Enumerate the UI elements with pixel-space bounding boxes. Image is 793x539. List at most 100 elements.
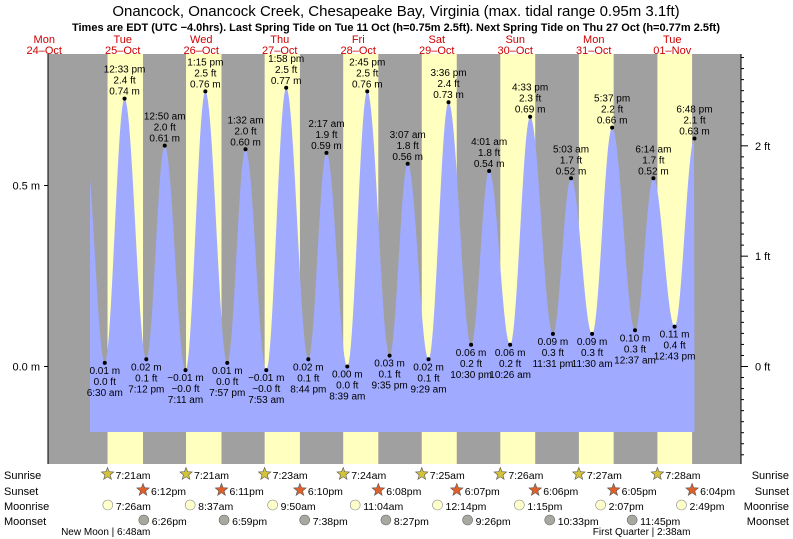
moonset-time: 8:27pm [394,516,429,528]
moonrise-time: 11:04am [363,501,403,513]
high-tide-label: 0.61 m [149,134,180,145]
y-axis-left: 0.5 m 0.0 m [12,54,49,464]
low-tide-point [633,328,638,333]
high-tide-point [610,125,615,130]
sunset-icon [528,482,543,496]
low-tide-label: 10:26 am [489,370,531,381]
low-tide-point [102,360,107,365]
day-header-dow: Sun [505,34,525,46]
high-tide-label: 2:45 pm [349,57,385,68]
low-tide-point [264,368,269,373]
high-tide-point [162,143,167,148]
low-tide-point [469,342,474,347]
sunset-time: 6:05pm [622,486,657,498]
low-tide-point [590,331,595,336]
sunset-icon [136,482,150,496]
high-tide-label: 2.2 ft [601,105,623,116]
high-tide-label: 0.60 m [230,137,261,148]
day-header-dow: Sat [428,34,445,46]
moon-phase-label: New Moon | 6:48am [61,527,150,538]
moonset-icon [626,514,638,526]
high-tide-label: 2.5 ft [356,68,378,79]
high-tide-label: 1.9 ft [315,130,337,141]
sunrise-time: 7:27am [587,470,622,482]
day-header-dow: Fri [352,34,365,46]
low-tide-label: 0.01 m [212,366,243,377]
sunrise-time: 7:23am [273,470,308,482]
sunset-time: 6:07pm [465,486,500,498]
high-tide-label: 2.1 ft [683,115,705,126]
plot-area [48,54,741,464]
sunrise-icon [257,466,272,480]
sunset-icon [685,482,700,496]
low-tide-label: 10:30 pm [450,370,492,381]
low-tide-label: 0.11 m [660,330,690,341]
day-header-dow: Tue [663,34,682,46]
low-tide-label: 0.3 ft [624,344,646,355]
sunrise-time: 7:24am [351,470,386,482]
low-tide-point [144,357,149,362]
high-tide-label: 0.52 m [556,166,587,177]
low-tide-point [426,357,431,362]
high-tide-label: 1:32 am [227,115,263,126]
high-tide-label: 3:36 pm [430,68,466,79]
low-tide-label: 0.3 ft [581,348,603,359]
sunset-time: 6:08pm [386,486,421,498]
high-tide-label: 0.52 m [638,166,669,177]
low-tide-point [306,357,311,362]
moonrise-icon [595,499,606,511]
low-tide-label: 0.1 ft [378,370,400,381]
day-header-dow: Thu [270,34,289,46]
low-tide-label: 0.09 m [538,337,569,348]
low-tide-label: 0.0 ft [336,381,358,392]
sunrise-time: 7:21am [116,470,151,482]
moonrise-time: 12:14pm [446,501,487,513]
low-tide-label: 9:29 am [410,384,446,395]
low-tide-label: 0.02 m [293,362,324,373]
moonrise-time: 9:50am [281,501,316,513]
high-tide-label: 2.4 ft [113,76,135,87]
high-tide-point [528,114,533,119]
moonset-time: 10:33pm [558,516,599,528]
low-tide-label: 0.2 ft [499,359,521,370]
sunrise-icon [414,466,429,480]
row-label-moonset-right: Moonset [747,516,789,528]
low-tide-label: 0.4 ft [663,341,685,352]
moonrise-time: 8:37am [198,501,233,513]
sunrise-icon [571,466,586,480]
low-tide-point [672,324,677,329]
row-label-sunrise-right: Sunrise [752,470,789,482]
sunrise-time: 7:25am [430,470,465,482]
moonset-time: 7:38pm [313,516,348,528]
row-label-sunrise-left: Sunrise [4,470,41,482]
low-tide-label: 0.1 ft [297,373,319,384]
high-tide-label: 2.5 ft [194,68,216,79]
moonrise-time: 2:49pm [689,501,724,513]
low-tide-label: −0.01 m [248,373,284,384]
moonset-icon [138,514,150,526]
low-tide-label: 11:30 am [572,359,613,370]
high-tide-label: 0.69 m [515,105,546,116]
high-tide-label: 12:50 am [144,112,186,123]
sunset-icon [292,482,307,496]
high-tide-point [569,176,574,181]
low-tide-point [508,342,513,347]
high-tide-label: 0.77 m [271,76,302,87]
moonset-time: 6:59pm [232,516,267,528]
row-label-moonrise-right: Moonrise [744,501,789,513]
chart-title: Onancock, Onancock Creek, Chesapeake Bay… [112,3,679,20]
high-tide-point [365,89,370,94]
high-tide-point [324,150,329,155]
day-header-dow: Tue [113,34,132,46]
tide-area [90,87,695,433]
low-tide-label: 0.01 m [89,366,120,377]
y-tick-label-right: 2 ft [755,141,770,153]
y-axis-right: 2 ft 1 ft 0 ft [740,54,770,464]
low-tide-label: 0.10 m [620,333,651,344]
y-tick-label-right: 0 ft [755,362,770,374]
high-tide-label: 5:03 am [553,144,589,155]
moonrise-time: 7:26am [116,501,151,513]
sunrise-icon [100,466,115,480]
